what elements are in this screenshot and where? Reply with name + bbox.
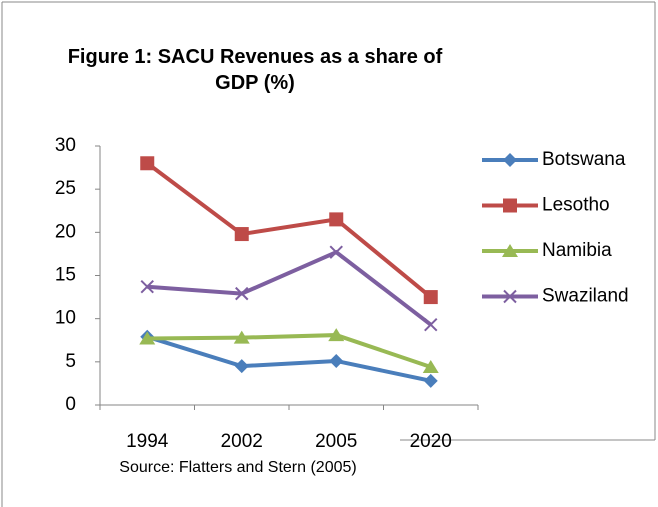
marker xyxy=(503,289,517,304)
marker xyxy=(329,245,343,259)
marker xyxy=(234,359,249,374)
marker xyxy=(234,227,249,242)
marker xyxy=(139,331,156,345)
marker xyxy=(503,153,517,167)
series-line xyxy=(147,249,432,327)
series-line xyxy=(147,333,432,369)
y-tick-label: 25 xyxy=(55,178,76,199)
y-tick-label: 20 xyxy=(55,221,76,242)
x-tick-label: 2005 xyxy=(315,431,357,452)
marker xyxy=(422,360,439,374)
y-tick-label: 10 xyxy=(55,308,76,329)
marker xyxy=(329,212,344,227)
x-tick-label: 2002 xyxy=(221,431,263,452)
y-tick-label: 15 xyxy=(55,265,76,286)
y-tick-label: 30 xyxy=(55,135,76,156)
legend-label: Botswana xyxy=(542,149,626,170)
marker xyxy=(424,318,438,332)
marker xyxy=(140,156,155,171)
y-tick-label: 0 xyxy=(65,394,76,415)
marker xyxy=(140,280,154,294)
x-tick-label: 2020 xyxy=(410,431,452,452)
marker xyxy=(423,290,438,305)
series-line xyxy=(146,334,432,383)
chart-title: Figure 1: SACU Revenues as a share of GD… xyxy=(67,46,443,94)
source: Source: Flatters and Stern (2005) xyxy=(119,459,356,476)
y-tick-label: 5 xyxy=(65,351,76,372)
series-line xyxy=(146,161,433,299)
marker xyxy=(235,286,249,301)
marker xyxy=(423,373,438,388)
x-tick-label: 1994 xyxy=(126,431,169,452)
legend-label: Namibia xyxy=(542,240,612,261)
marker xyxy=(503,198,517,213)
marker xyxy=(233,330,250,344)
legend-label: Swaziland xyxy=(542,286,629,307)
marker xyxy=(328,328,345,342)
legend-label: Lesotho xyxy=(542,195,610,216)
marker xyxy=(329,353,344,368)
marker xyxy=(502,244,518,257)
